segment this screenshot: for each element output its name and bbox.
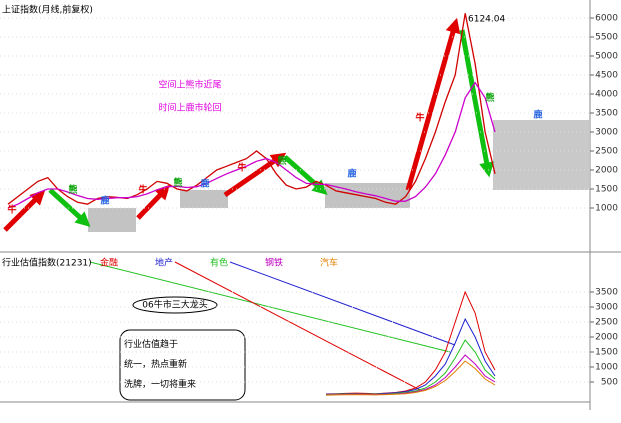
y-tick-label: 2500 [595,147,618,157]
range-box [493,120,589,190]
legend-label: 有色 [210,257,228,269]
annotation: 牛 [237,162,246,174]
series-line [7,13,496,205]
annotation: 鹿 [532,109,542,121]
arrow [223,152,287,198]
note: 行业估值趋于统一，热点重新洗牌，一切将重来 [124,338,196,390]
peak-label: 6124.04 [468,15,505,25]
annotation: 熊 [485,92,494,104]
callout-box [132,296,218,314]
y-tick-label: 1000 [595,204,618,214]
annotation: 熊 [173,177,182,189]
range-box [180,190,228,208]
y-tick-label: 5500 [595,33,618,43]
annotation: 鹿 [99,195,109,207]
y-tick-label: 2000 [595,166,618,176]
arrow [136,184,171,220]
link-line [174,261,421,391]
y-tick-label: 2000 [595,333,618,343]
y-tick-label: 6000 [595,14,618,24]
arrow [3,189,46,232]
chart-title: 行业估值指数(21231) [2,257,92,269]
y-tick-label: 3500 [595,288,618,298]
y-tick-label: 1000 [595,363,618,373]
note-line: 行业估值趋于 [124,338,178,350]
y-tick-label: 1500 [595,348,618,358]
callout: 06牛市三大龙头 [142,299,207,311]
y-tick-label: 3000 [595,303,618,313]
range-box [88,208,136,232]
y-tick-label: 2500 [595,318,618,328]
arrow [459,29,495,178]
headline: 时间上鹿市轮回 [158,102,221,114]
y-tick-label: 1500 [595,185,618,195]
note-line: 统一，热点重新 [124,358,187,370]
annotation: 牛 [7,204,16,216]
annotation: 熊 [68,184,77,196]
legend-label: 钢铁 [265,257,283,269]
legend-label: 金融 [100,257,118,269]
y-tick-label: 4000 [595,90,618,100]
series-line [7,81,496,209]
note-line: 洗牌，一切将重来 [124,378,196,390]
annotation: 牛 [415,112,424,124]
note-box [119,329,246,401]
annotation: 熊 [277,155,286,167]
y-tick-label: 500 [601,378,618,388]
headline: 空间上熊市近尾 [158,79,221,91]
link-line [89,261,451,353]
y-tick-label: 4500 [595,71,618,81]
y-tick-label: 3500 [595,109,618,119]
link-line [229,261,456,346]
annotation: 牛 [138,184,147,196]
legend-label: 地产 [155,257,173,269]
arrow [405,17,461,191]
chart-title: 上证指数(月线,前复权) [2,4,93,16]
annotation: 鹿 [346,168,356,180]
y-tick-label: 3000 [595,128,618,138]
arrow [48,188,91,228]
y-tick-label: 5000 [595,52,618,62]
series-line [325,360,496,396]
legend-label: 汽车 [320,257,338,269]
series-line [325,290,496,395]
annotation: 鹿 [199,178,209,190]
